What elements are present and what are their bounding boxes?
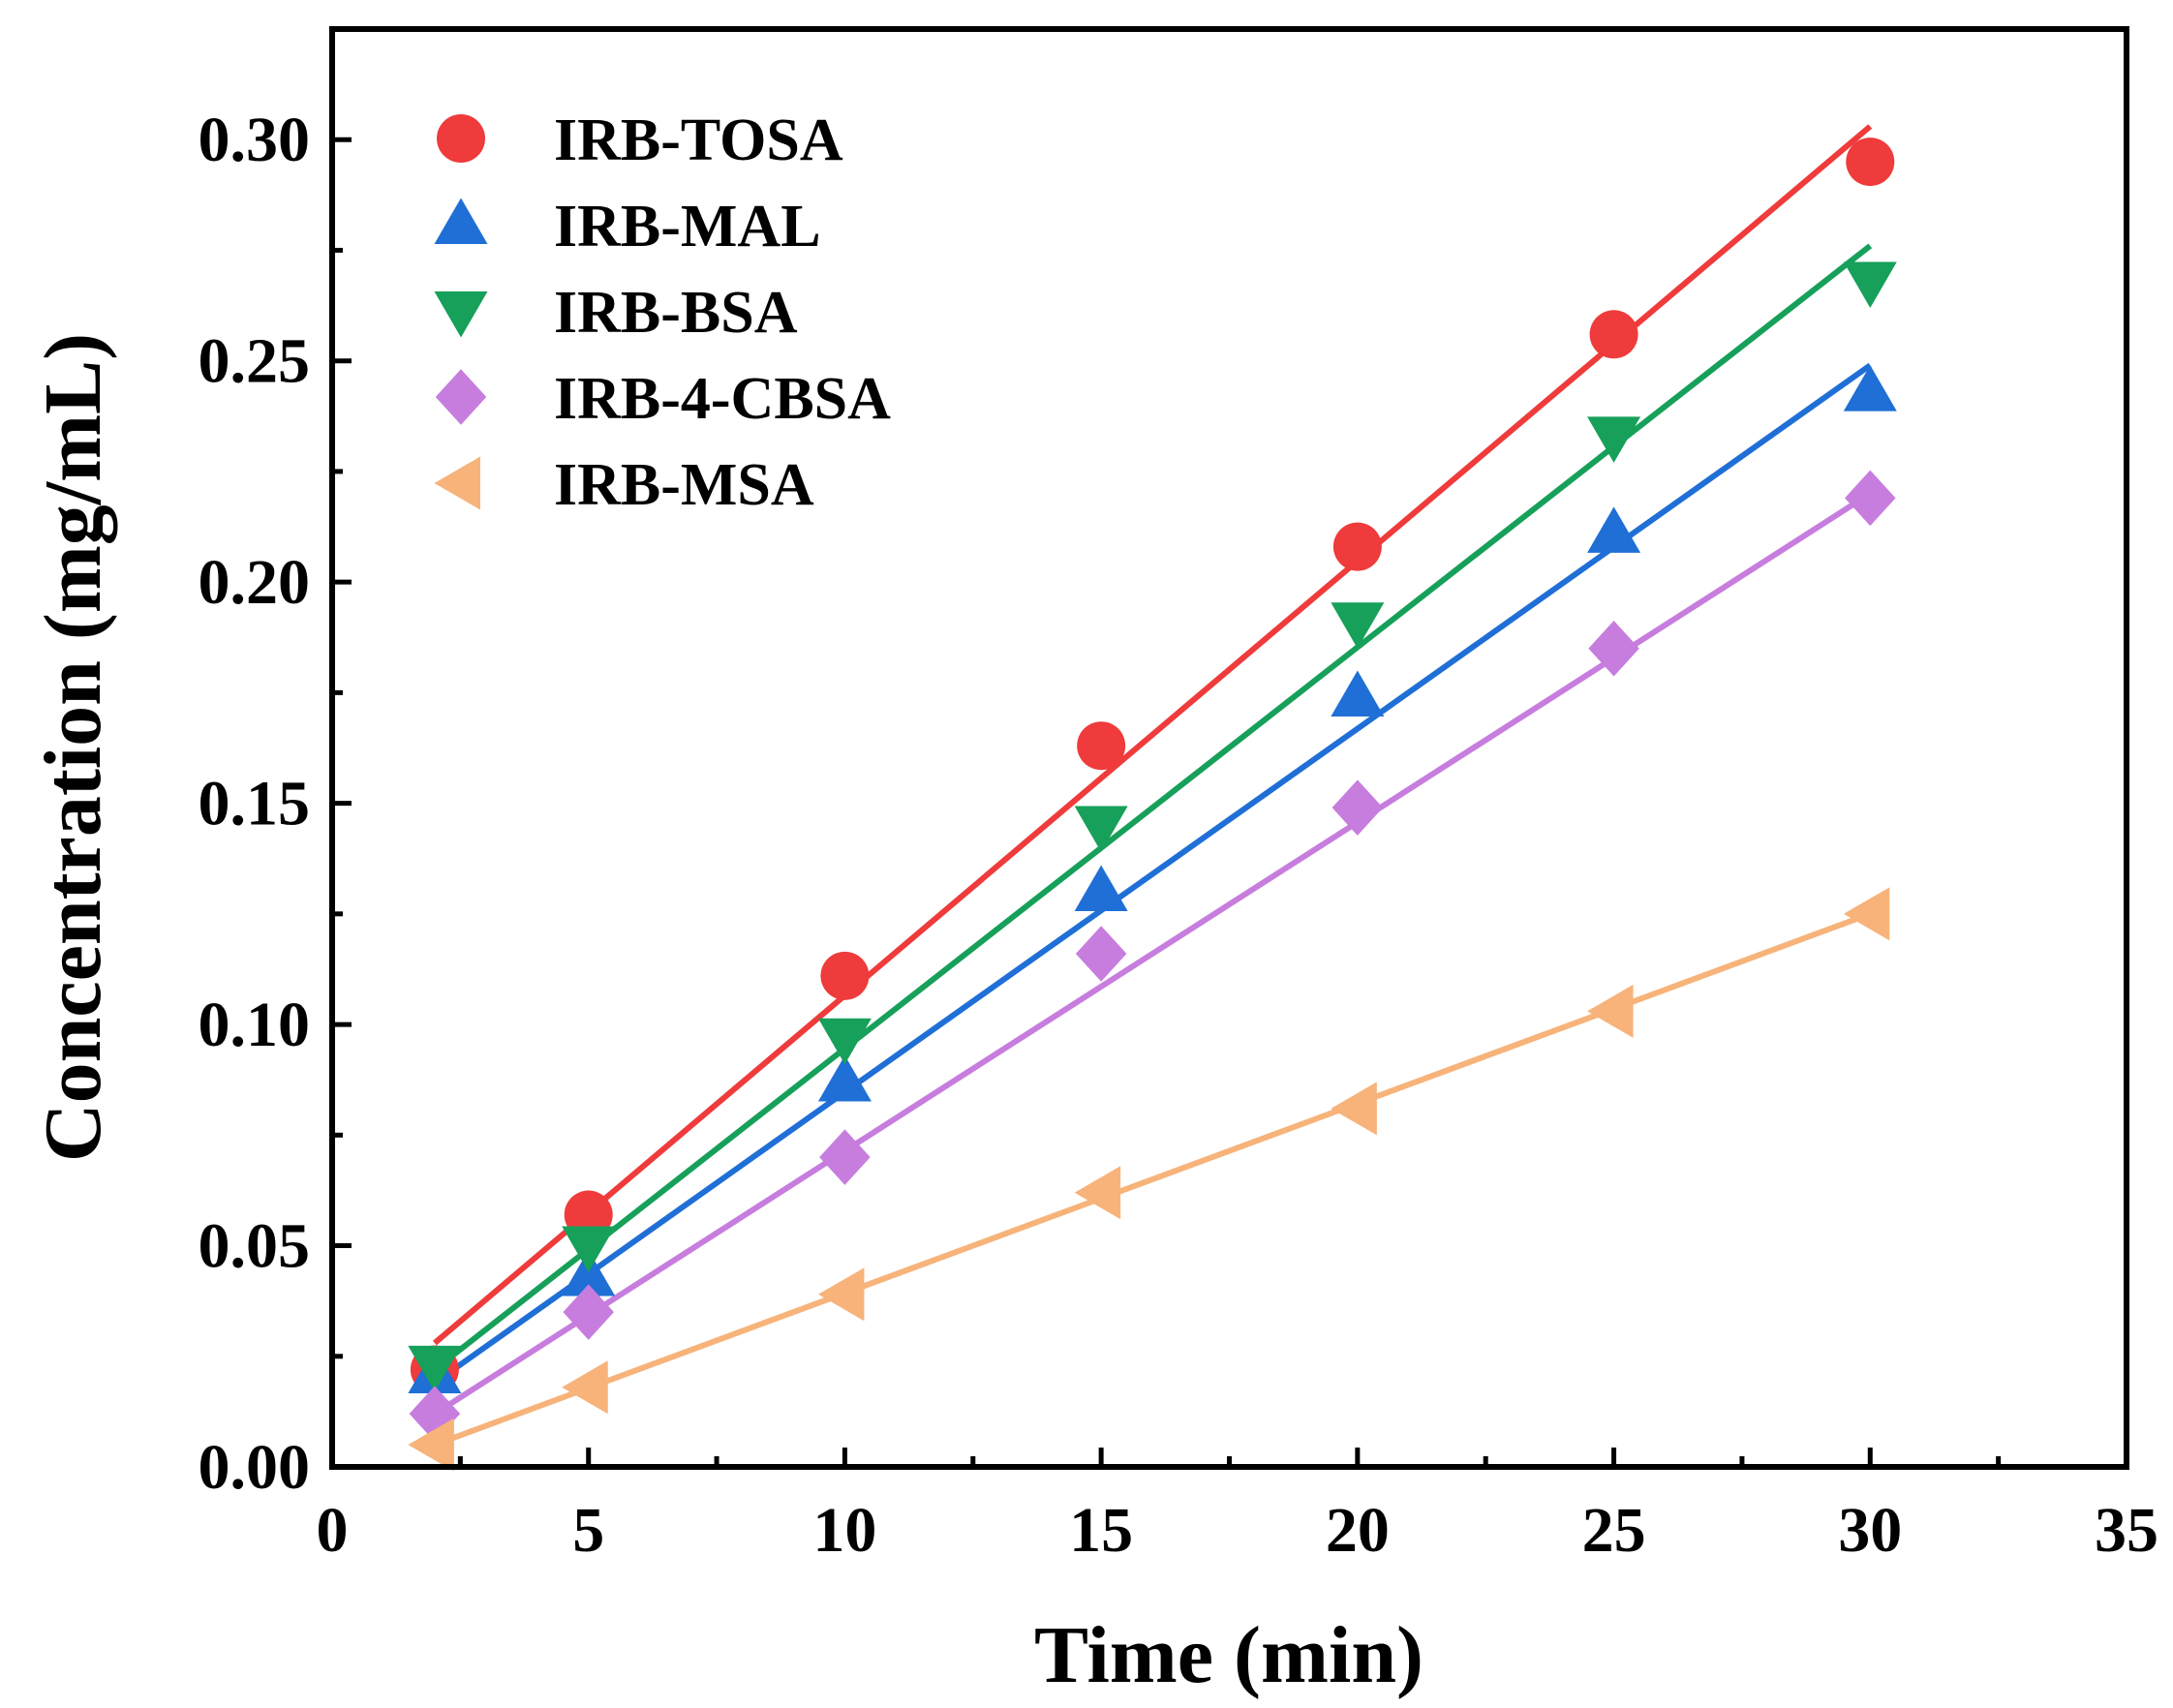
fit-line-irb-4-cbsa: [433, 491, 1872, 1417]
data-point-irb-mal: [1587, 506, 1641, 553]
x-tick-label: 15: [1069, 1495, 1133, 1566]
legend: IRB-TOSA IRB-MAL IRB-BSA IRB-4-CBSA IRB-MSA: [434, 107, 891, 518]
data-point-irb-bsa: [817, 1018, 872, 1065]
y-tick-label: 0.25: [199, 326, 311, 397]
x-tick-label: 30: [1838, 1495, 1902, 1566]
data-point-irb-msa: [1843, 887, 1890, 941]
data-point-irb-tosa: [1332, 522, 1382, 571]
data-point-irb-msa: [408, 1418, 454, 1472]
data-point-irb-msa: [562, 1360, 608, 1415]
x-axis-ticks: 0 5 10 15 20 25 30 35: [317, 1448, 2158, 1566]
y-tick-label: 0.20: [199, 547, 311, 618]
legend-label: IRB-MSA: [554, 452, 814, 518]
x-tick-label: 5: [572, 1495, 604, 1566]
data-point-irb-mal: [1331, 670, 1385, 717]
data-point-irb-mal: [1843, 365, 1897, 412]
legend-item-irb-msa: IRB-MSA: [434, 452, 814, 518]
legend-label: IRB-MAL: [554, 194, 821, 259]
x-tick-label: 20: [1326, 1495, 1390, 1566]
data-point-irb-4-cbsa: [819, 1129, 871, 1185]
data-point-irb-msa: [1587, 984, 1634, 1038]
legend-label: IRB-TOSA: [554, 107, 843, 173]
legend-item-irb-tosa: IRB-TOSA: [437, 107, 843, 173]
y-tick-label: 0.10: [199, 990, 311, 1060]
data-point-irb-bsa: [408, 1345, 462, 1392]
legend-item-irb-bsa: IRB-BSA: [434, 280, 798, 346]
legend-label: IRB-BSA: [554, 280, 798, 346]
data-point-irb-tosa: [1077, 721, 1126, 771]
y-axis-ticks: 0.00 0.05 0.10 0.15 0.20 0.25 0.30: [199, 105, 352, 1503]
x-tick-label: 10: [812, 1495, 876, 1566]
data-point-irb-bsa: [562, 1226, 616, 1273]
data-point-irb-tosa: [1846, 137, 1895, 187]
data-point-irb-mal: [817, 1054, 872, 1102]
legend-marker-irb-4-cbsa: [435, 369, 487, 425]
x-tick-label: 35: [2095, 1495, 2158, 1566]
data-point-irb-4-cbsa: [1588, 620, 1639, 677]
legend-marker-irb-msa: [434, 456, 480, 510]
y-tick-label: 0.30: [199, 105, 311, 175]
x-axis-title: Time (min): [1034, 1610, 1423, 1700]
data-point-irb-msa: [817, 1267, 865, 1322]
data-markers: [408, 137, 1897, 1472]
data-point-irb-mal: [562, 1250, 616, 1296]
legend-item-irb-mal: IRB-MAL: [434, 194, 821, 259]
data-point-irb-msa: [1074, 1166, 1121, 1220]
data-point-irb-bsa: [1587, 416, 1641, 463]
legend-marker-irb-bsa: [434, 291, 488, 338]
data-point-irb-mal: [1074, 865, 1128, 911]
data-point-irb-4-cbsa: [1331, 779, 1384, 836]
fit-line-irb-msa: [433, 911, 1872, 1448]
data-point-irb-4-cbsa: [1845, 470, 1896, 527]
data-point-irb-tosa: [1589, 310, 1638, 359]
data-point-irb-4-cbsa: [1075, 926, 1127, 982]
legend-label: IRB-4-CBSA: [554, 366, 891, 432]
y-tick-label: 0.05: [199, 1211, 311, 1282]
legend-marker-irb-mal: [434, 198, 488, 244]
legend-item-irb-4-cbsa: IRB-4-CBSA: [435, 366, 891, 432]
fit-line-irb-mal: [433, 362, 1873, 1386]
data-point-irb-msa: [1331, 1082, 1377, 1136]
legend-marker-irb-tosa: [437, 114, 485, 163]
y-tick-label: 0.00: [199, 1432, 311, 1503]
y-axis-title: Concentration (mg/mL): [28, 333, 118, 1162]
data-point-irb-bsa: [1331, 602, 1385, 649]
x-tick-label: 25: [1582, 1495, 1646, 1566]
y-tick-label: 0.15: [199, 769, 311, 839]
x-tick-label: 0: [317, 1495, 349, 1566]
data-point-irb-4-cbsa: [563, 1284, 614, 1340]
data-point-irb-bsa: [1074, 806, 1128, 852]
data-point-irb-tosa: [820, 951, 870, 1000]
data-point-irb-bsa: [1843, 261, 1897, 308]
